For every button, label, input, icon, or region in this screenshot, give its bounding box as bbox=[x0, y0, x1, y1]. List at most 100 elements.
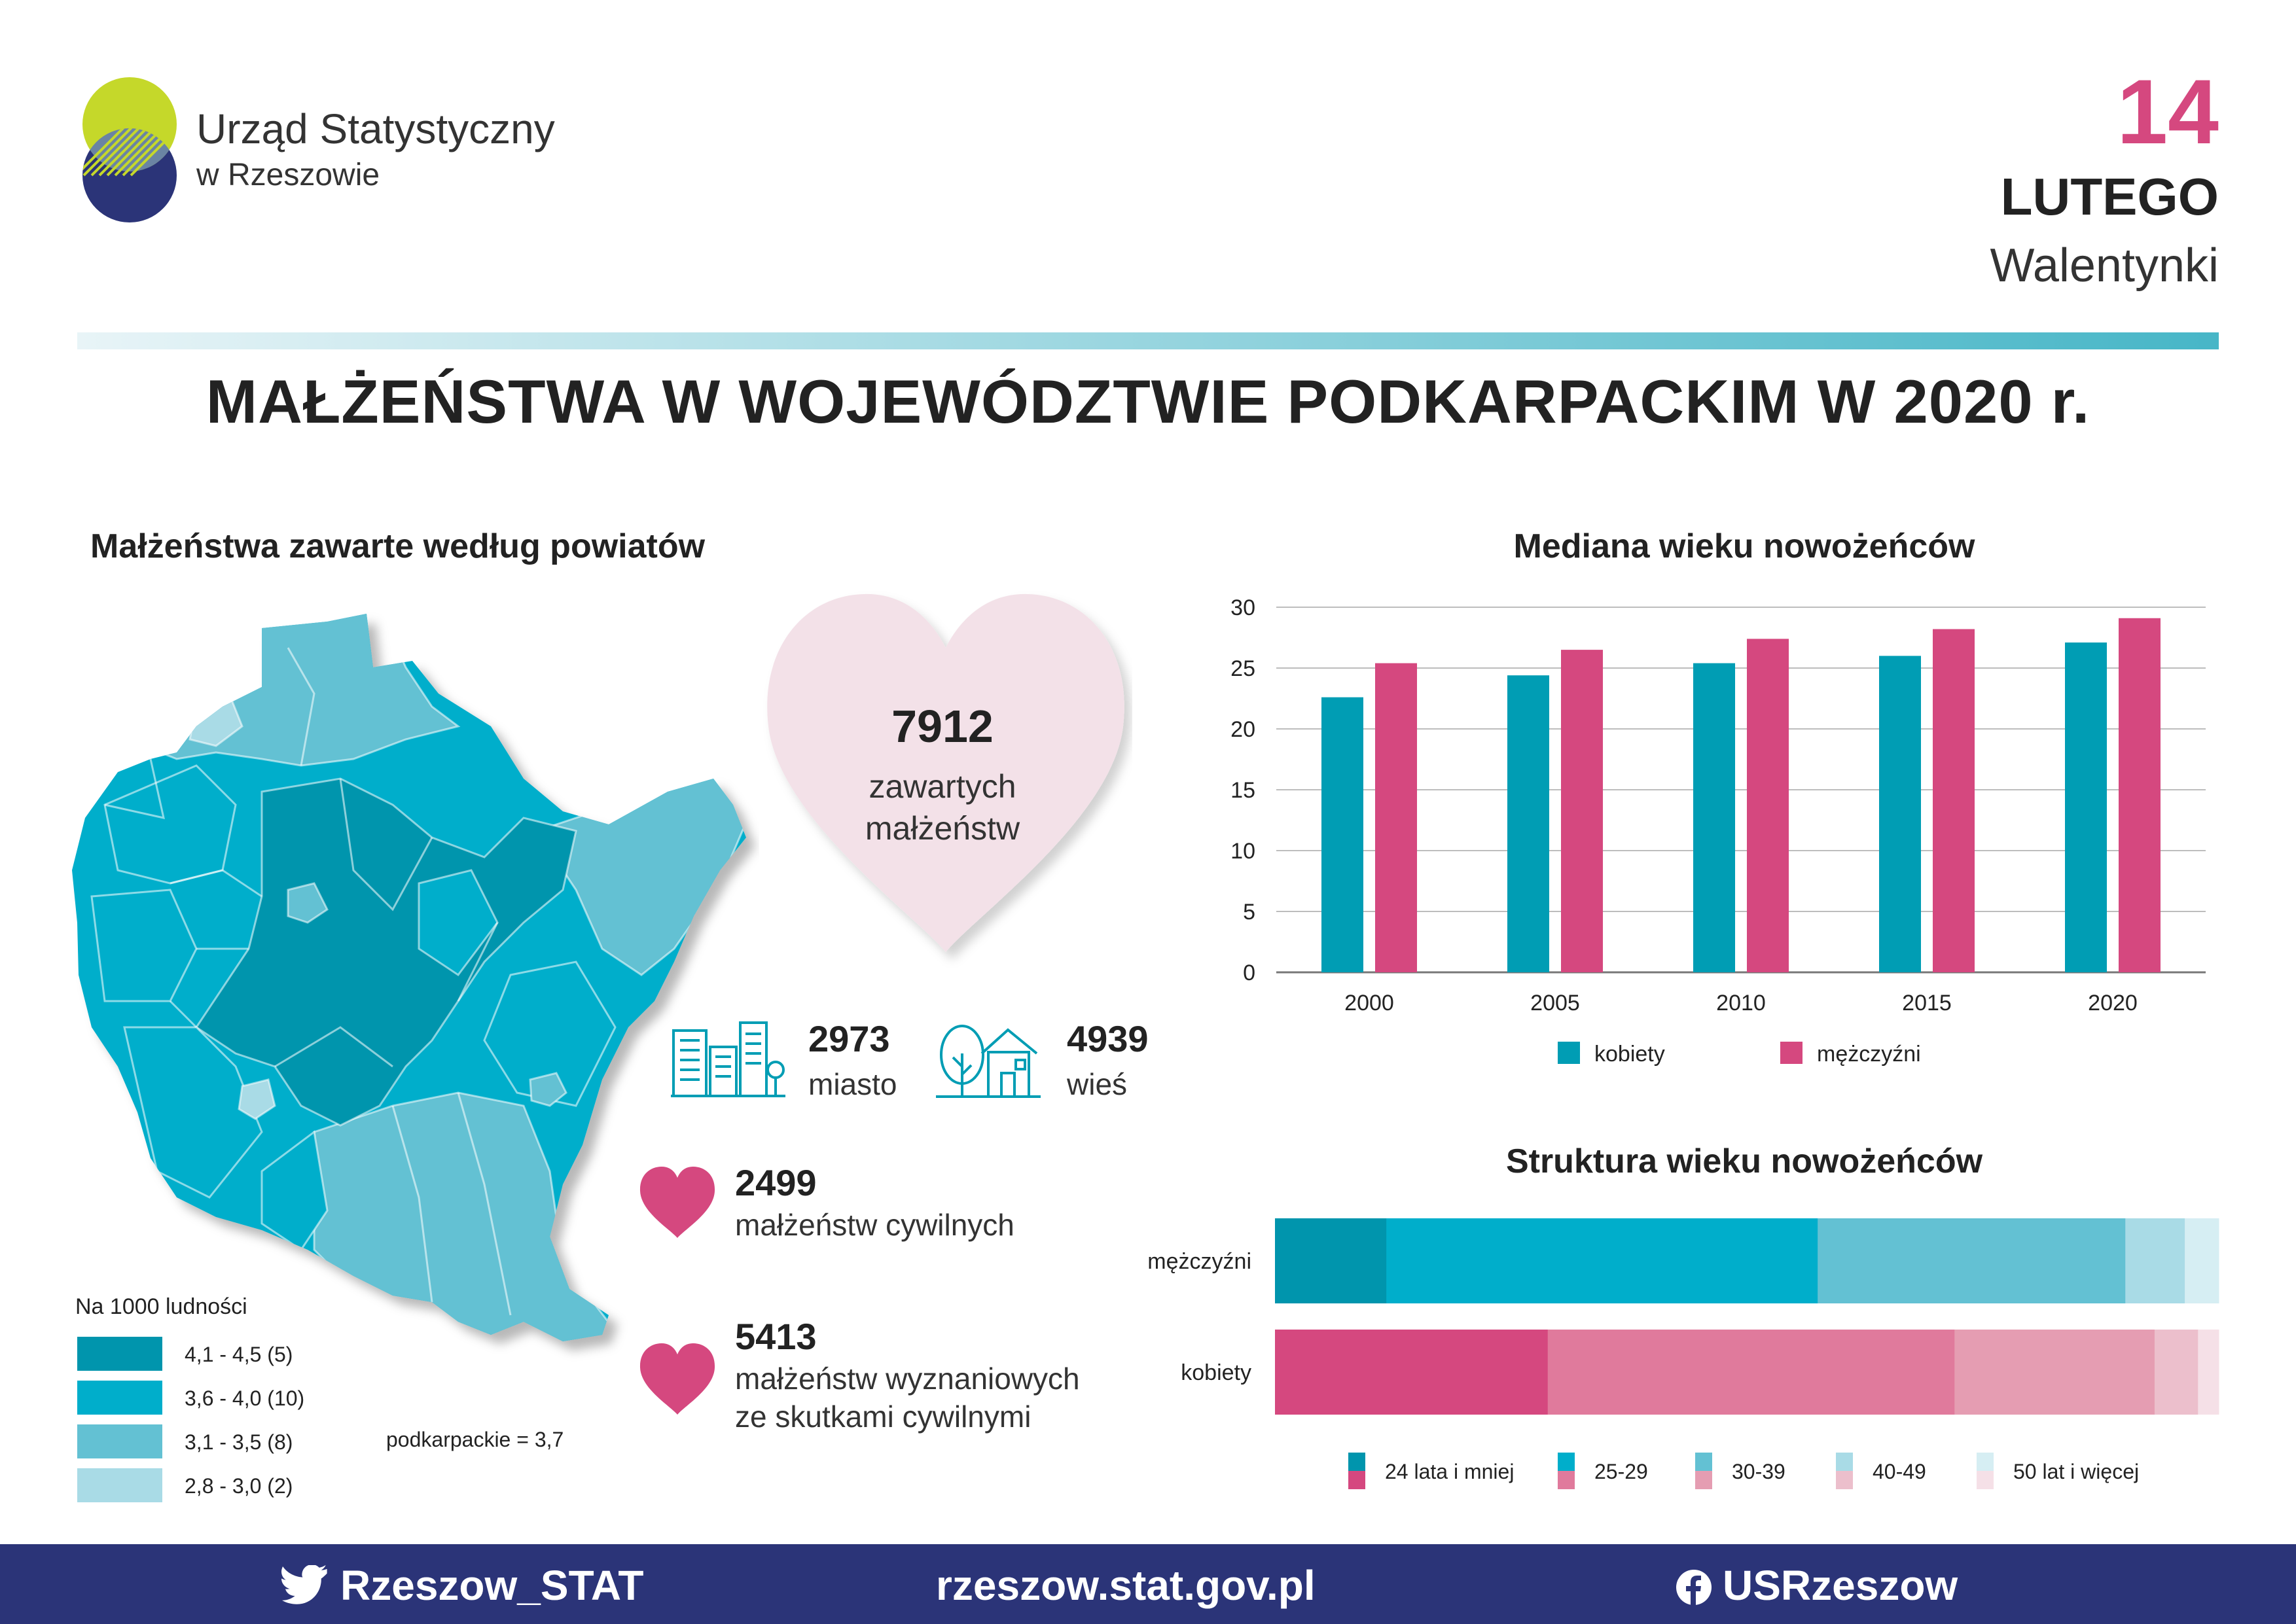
date-day: 14 bbox=[2117, 60, 2219, 163]
bar-kobiety-2020 bbox=[2065, 642, 2107, 972]
org-name: Urząd Statystyczny bbox=[196, 105, 555, 152]
median-chart-title: Mediana wieku nowożeńców bbox=[1513, 527, 1975, 565]
segment-mężczyźni-4 bbox=[2185, 1218, 2219, 1303]
legend-swatch bbox=[77, 1381, 162, 1415]
house-icon bbox=[936, 1025, 1041, 1098]
row-label: kobiety bbox=[1181, 1360, 1251, 1385]
legend-label: 3,1 - 3,5 (8) bbox=[185, 1430, 293, 1454]
total-marriages-value: 7912 bbox=[891, 701, 994, 752]
total-marriages-label: zawartych małżeństw bbox=[772, 766, 1113, 849]
legend-label: 3,6 - 4,0 (10) bbox=[185, 1386, 305, 1410]
y-tick-label: 20 bbox=[1230, 717, 1255, 742]
y-tick-label: 15 bbox=[1230, 778, 1255, 803]
legend-swatch-women bbox=[1836, 1471, 1853, 1489]
religious-value: 5413 bbox=[735, 1316, 817, 1357]
footer-bar bbox=[0, 1544, 2296, 1624]
x-tick-label: 2005 bbox=[1530, 991, 1580, 1015]
legend-label: 4,1 - 4,5 (5) bbox=[185, 1343, 293, 1366]
total-label-line1: zawartych bbox=[869, 768, 1016, 805]
heart-icon bbox=[767, 593, 1124, 952]
legend-swatch-women bbox=[1558, 1471, 1575, 1489]
bar-mężczyźni-2005 bbox=[1561, 650, 1603, 972]
logo-icon bbox=[82, 77, 177, 222]
legend-label: 25-29 bbox=[1594, 1460, 1648, 1483]
legend-label: 2,8 - 3,0 (2) bbox=[185, 1474, 293, 1498]
segment-kobiety-2 bbox=[1954, 1330, 2155, 1415]
city-label: miasto bbox=[808, 1067, 897, 1101]
segment-kobiety-1 bbox=[1547, 1330, 1955, 1415]
org-city: w Rzeszowie bbox=[196, 158, 380, 192]
structure-chart-title: Struktura wieku nowożeńców bbox=[1505, 1142, 1983, 1180]
legend-label: 24 lata i mniej bbox=[1385, 1460, 1514, 1483]
total-label-line2: małżeństw bbox=[865, 810, 1020, 847]
segment-kobiety-0 bbox=[1275, 1330, 1549, 1415]
city-icon bbox=[671, 1021, 785, 1097]
legend-swatch bbox=[77, 1424, 162, 1458]
religious-label-line1: małżeństw wyznaniowych bbox=[735, 1362, 1080, 1396]
x-tick-label: 2015 bbox=[1902, 991, 1952, 1015]
village-value: 4939 bbox=[1067, 1018, 1149, 1059]
regional-average: podkarpackie = 3,7 bbox=[386, 1428, 564, 1451]
legend-swatch bbox=[77, 1468, 162, 1502]
civil-label: małżeństw cywilnych bbox=[735, 1208, 1014, 1242]
website-link[interactable]: rzeszow.stat.gov.pl bbox=[936, 1562, 1316, 1609]
legend-label-mężczyźni: mężczyźni bbox=[1817, 1042, 1921, 1067]
y-tick-label: 10 bbox=[1230, 839, 1255, 864]
median-age-chart: 0 5 10 15 20 25 30 2000 2005 2010 2015 2020 kobiety m… bbox=[1230, 595, 2206, 1067]
divider-bar bbox=[77, 332, 2219, 349]
legend-swatch-men bbox=[1695, 1453, 1712, 1471]
legend-swatch bbox=[77, 1337, 162, 1371]
bar-kobiety-2000 bbox=[1321, 697, 1363, 972]
legend-swatch-men bbox=[1977, 1453, 1994, 1471]
heart-icon bbox=[639, 1167, 715, 1238]
segment-mężczyźni-3 bbox=[2125, 1218, 2185, 1303]
legend-swatch-women bbox=[1695, 1471, 1712, 1489]
x-tick-label: 2000 bbox=[1344, 991, 1394, 1015]
bar-kobiety-2015 bbox=[1879, 656, 1921, 972]
bar-mężczyźni-2015 bbox=[1933, 629, 1975, 972]
city-value: 2973 bbox=[808, 1018, 890, 1059]
y-tick-label: 5 bbox=[1243, 900, 1255, 925]
facebook-icon[interactable] bbox=[1676, 1569, 1712, 1606]
segment-mężczyźni-0 bbox=[1275, 1218, 1387, 1303]
legend-swatch-kobiety bbox=[1558, 1042, 1580, 1064]
row-label: mężczyźni bbox=[1147, 1249, 1251, 1274]
legend-swatch-mężczyźni bbox=[1780, 1042, 1803, 1064]
date-event: Walentynki bbox=[1990, 239, 2219, 292]
age-structure-chart: mężczyźni kobiety 24 lata i mniej 25-29 30-3… bbox=[1147, 1218, 2219, 1489]
segment-kobiety-4 bbox=[2198, 1330, 2219, 1415]
village-label: wieś bbox=[1067, 1067, 1128, 1101]
religious-label-line2: ze skutkami cywilnymi bbox=[735, 1400, 1031, 1434]
legend-swatch-women bbox=[1348, 1471, 1365, 1489]
twitter-icon[interactable] bbox=[281, 1565, 329, 1604]
bar-kobiety-2005 bbox=[1507, 675, 1549, 972]
facebook-handle[interactable]: USRzeszow bbox=[1723, 1562, 1958, 1609]
bar-kobiety-2010 bbox=[1693, 663, 1735, 972]
legend-label-kobiety: kobiety bbox=[1594, 1042, 1665, 1067]
y-tick-label: 30 bbox=[1230, 595, 1255, 620]
legend-swatch-men bbox=[1348, 1453, 1365, 1471]
legend-label: 40-49 bbox=[1873, 1460, 1926, 1483]
map-title: Małżeństwa zawarte według powiatów bbox=[90, 527, 706, 565]
segment-mężczyźni-1 bbox=[1386, 1218, 1818, 1303]
x-tick-label: 2020 bbox=[2088, 991, 2138, 1015]
segment-mężczyźni-2 bbox=[1818, 1218, 2126, 1303]
twitter-handle[interactable]: Rzeszow_STAT bbox=[340, 1562, 644, 1609]
heart-icon bbox=[639, 1343, 715, 1415]
y-tick-label: 0 bbox=[1243, 961, 1255, 985]
date-month: LUTEGO bbox=[2000, 168, 2219, 226]
page-title: MAŁŻEŃSTWA W WOJEWÓDZTWIE PODKARPACKIM W… bbox=[206, 367, 2090, 436]
bar-mężczyźni-2000 bbox=[1375, 663, 1417, 972]
region-map bbox=[72, 614, 746, 1341]
legend-swatch-men bbox=[1836, 1453, 1853, 1471]
segment-kobiety-3 bbox=[2154, 1330, 2198, 1415]
legend-label: 50 lat i więcej bbox=[2013, 1460, 2139, 1483]
legend-swatch-women bbox=[1977, 1471, 1994, 1489]
civil-value: 2499 bbox=[735, 1162, 817, 1203]
legend-swatch-men bbox=[1558, 1453, 1575, 1471]
y-tick-label: 25 bbox=[1230, 656, 1255, 681]
map-legend-title: Na 1000 ludności bbox=[75, 1294, 247, 1319]
legend-label: 30-39 bbox=[1732, 1460, 1785, 1483]
bar-mężczyźni-2010 bbox=[1747, 639, 1789, 972]
x-tick-label: 2010 bbox=[1716, 991, 1766, 1015]
